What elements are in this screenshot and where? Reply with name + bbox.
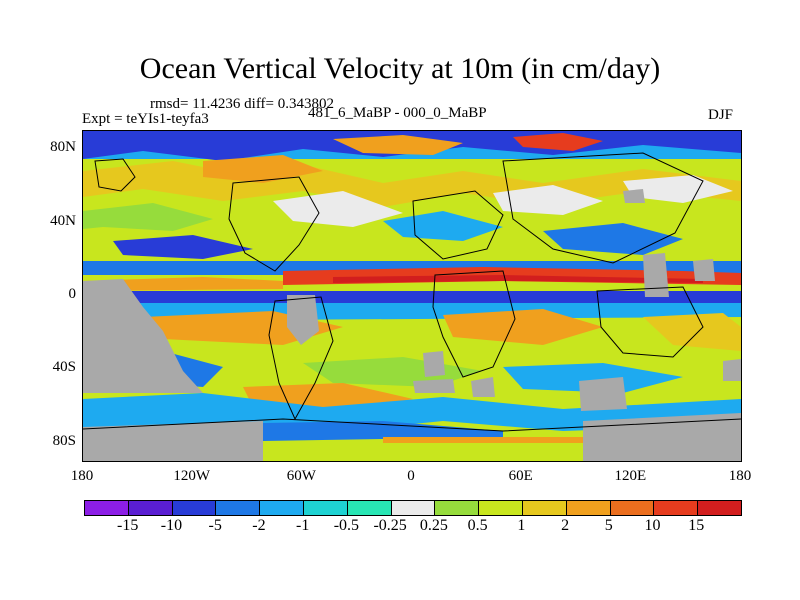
land-mask [643, 253, 669, 297]
longitude-tick-label: 180 [70, 468, 94, 484]
latitude-tick-label: 40N [50, 212, 76, 229]
field-patch [383, 437, 583, 443]
longitude-tick-label: 60E [508, 468, 533, 484]
colorbar [84, 500, 742, 516]
colorbar-label: -10 [160, 517, 183, 534]
season-label: DJF [708, 107, 734, 123]
field-patch [113, 235, 253, 259]
colorbar-swatch [654, 501, 699, 515]
land-mask [623, 189, 645, 203]
land-mask [83, 279, 203, 393]
coastline [228, 176, 320, 272]
coastline [596, 286, 704, 358]
colorbar-swatch [698, 501, 741, 515]
colorbar-swatch [522, 501, 567, 515]
comparison-label: 481_6_MaBP - 000_0_MaBP [308, 105, 487, 121]
colorbar-label: -1 [295, 517, 310, 534]
colorbar-label: -5 [208, 517, 222, 534]
colorbar-label: 2 [561, 517, 570, 534]
velocity-field-map [83, 131, 741, 461]
colorbar-swatch [128, 501, 173, 515]
field-patch [503, 363, 683, 393]
colorbar-label: 1 [517, 517, 526, 534]
colorbar-label: -0.5 [333, 517, 360, 534]
land-mask [423, 351, 445, 377]
coastline [432, 270, 516, 378]
field-patch [333, 135, 463, 155]
experiment-label: Expt = teYIs1-teyfa3 [82, 111, 209, 127]
field-patch [383, 211, 503, 241]
colorbar-label: 5 [604, 517, 613, 534]
latitude-tick-label: 40S [52, 359, 76, 376]
field-patch [643, 313, 741, 351]
land-mask [723, 359, 741, 381]
field-patch [203, 155, 323, 183]
field-patch [83, 291, 741, 303]
longitude-tick-label: 0 [407, 468, 415, 484]
colorbar-swatch [85, 501, 129, 515]
plot-title: Ocean Vertical Velocity at 10m (in cm/da… [139, 52, 661, 85]
coastline [412, 190, 504, 260]
colorbar-swatch [479, 501, 523, 515]
colorbar-label: 0.5 [467, 517, 488, 534]
field-patch [443, 309, 603, 345]
land-mask [83, 421, 263, 461]
colorbar-label: -0.25 [373, 517, 407, 534]
field-patch [83, 277, 283, 291]
colorbar-label: 15 [688, 517, 705, 534]
colorbar-swatch [260, 501, 304, 515]
colorbar-swatch [216, 501, 261, 515]
colorbar-label: 10 [644, 517, 661, 534]
land-mask [693, 259, 715, 281]
colorbar-swatch [391, 501, 436, 515]
latitude-tick-label: 0 [68, 286, 77, 302]
colorbar-swatch [303, 501, 348, 515]
coastline [268, 296, 334, 421]
colorbar-label: 0.25 [419, 517, 448, 534]
stats-text: rmsd= 11.4236 diff= 0.343802 [150, 96, 334, 112]
field-patch [513, 133, 603, 151]
field-patch [83, 203, 213, 231]
longitude-tick-label: 60W [286, 468, 316, 484]
field-patch [623, 175, 733, 203]
field-patch [273, 191, 403, 227]
colorbar-swatch [435, 501, 480, 515]
field-patch [543, 223, 683, 255]
longitude-tick-label: 180 [728, 468, 752, 484]
colorbar-swatch [566, 501, 611, 515]
coastline [94, 158, 136, 192]
field-patch [493, 185, 603, 215]
longitude-tick-label: 120W [173, 468, 210, 484]
longitude-tick-label: 120E [614, 468, 647, 484]
land-mask [413, 379, 455, 393]
coastline [83, 418, 741, 432]
field-patch [333, 275, 703, 283]
latitude-tick-label: 80N [50, 139, 76, 156]
land-mask [579, 377, 627, 411]
coastline [502, 152, 704, 264]
colorbar-label: -2 [252, 517, 266, 534]
map-panel [82, 130, 742, 462]
land-mask [287, 295, 319, 345]
latitude-tick-label: 80S [52, 432, 76, 449]
colorbar-swatch [610, 501, 655, 515]
land-mask [471, 377, 495, 397]
colorbar-swatch [347, 501, 392, 515]
colorbar-swatch [172, 501, 217, 515]
colorbar-label: -15 [117, 517, 139, 534]
